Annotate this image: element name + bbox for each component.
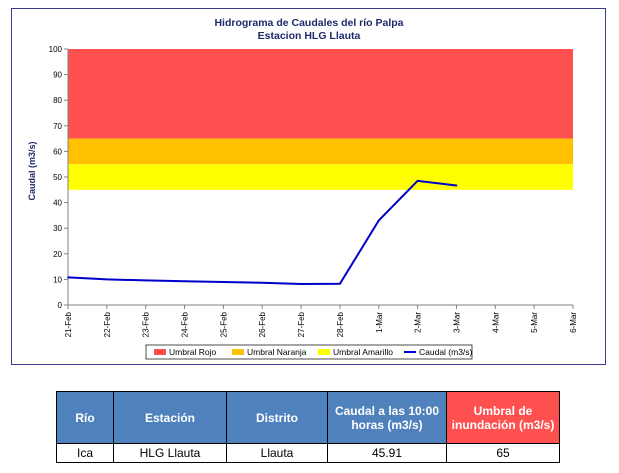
cell-distrito: Llauta	[226, 443, 328, 463]
chart-frame: Hidrograma de Caudales del río Palpa Est…	[11, 8, 606, 365]
data-point	[416, 179, 419, 182]
header-umbral: Umbral de inundación (m3/s)	[446, 391, 560, 444]
x-tick-label: 5-Mar	[530, 312, 539, 333]
data-point	[144, 279, 147, 282]
cell-estacion: HLG Llauta	[113, 443, 227, 463]
y-tick-label: 80	[53, 96, 62, 105]
data-point	[300, 283, 302, 285]
x-tick-label: 2-Mar	[414, 312, 423, 333]
cell-caudal: 45.91	[327, 443, 447, 463]
series-layer	[67, 179, 458, 286]
cell-rio: Ica	[56, 443, 114, 463]
band-1	[68, 138, 573, 165]
y-tick-label: 0	[58, 301, 63, 310]
legend-label-2: Umbral Amarillo	[333, 347, 393, 357]
station-table: Río Estación Distrito Caudal a las 10:00…	[56, 391, 560, 463]
data-point	[339, 282, 341, 285]
legend-swatch-0	[154, 349, 166, 355]
series-line-0	[67, 179, 457, 286]
legend-swatch-1	[232, 349, 244, 355]
data-point	[67, 276, 69, 279]
x-tick-label: 27-Feb	[297, 311, 306, 337]
axes: 0 10 20 30 40 50 60 70 80 90 100 21-Feb 22-Feb 23-Feb…	[49, 45, 578, 337]
cell-umbral: 65	[446, 443, 560, 463]
y-tick-label: 40	[53, 199, 62, 208]
x-tick-label: 6-Mar	[569, 312, 578, 333]
table-row: Ica HLG Llauta Llauta 45.91 65	[56, 443, 560, 463]
hydrograph-chart: Hidrograma de Caudales del río Palpa Est…	[27, 17, 578, 360]
header-rio: Río	[56, 391, 114, 444]
data-point	[377, 219, 380, 222]
header-caudal: Caudal a las 10:00 horas (m3/s)	[327, 391, 447, 444]
legend-label-0: Umbral Rojo	[169, 347, 217, 357]
header-estacion: Estación	[113, 391, 227, 444]
legend-label-1: Umbral Naranja	[247, 347, 307, 357]
data-point	[455, 184, 458, 187]
y-tick-label: 100	[49, 45, 63, 54]
legend-box	[145, 344, 473, 360]
chart-title: Hidrograma de Caudales del río Palpa	[214, 17, 403, 29]
data-point	[261, 281, 264, 284]
x-tick-label: 3-Mar	[452, 312, 461, 333]
y-tick-label: 60	[53, 147, 62, 156]
y-tick-label: 30	[53, 224, 62, 233]
x-tick-label: 4-Mar	[491, 312, 500, 333]
data-point	[222, 281, 225, 283]
x-tick-label: 23-Feb	[142, 311, 151, 337]
data-point	[105, 278, 108, 281]
legend: Umbral Rojo Umbral Naranja Umbral Amarillo…	[145, 344, 473, 360]
data-point	[183, 280, 186, 283]
x-tick-label: 24-Feb	[181, 311, 190, 337]
legend-label-3: Caudal (m3/s)	[419, 347, 473, 357]
x-tick-label: 21-Feb	[64, 311, 73, 337]
y-tick-label: 20	[53, 250, 62, 259]
y-axis-label: Caudal (m3/s)	[27, 141, 37, 200]
x-tick-label: 26-Feb	[258, 311, 267, 337]
y-tick-label: 90	[53, 71, 62, 80]
band-0	[68, 49, 573, 139]
y-tick-label: 70	[53, 122, 62, 131]
threshold-bands	[68, 49, 573, 190]
x-tick-label: 22-Feb	[103, 311, 112, 337]
band-2	[68, 164, 573, 190]
x-tick-label: 25-Feb	[219, 311, 228, 337]
y-tick-label: 10	[53, 275, 62, 284]
y-tick-label: 50	[53, 173, 62, 182]
chart-subtitle: Estacion HLG Llauta	[258, 30, 361, 42]
x-tick-label: 1-Mar	[375, 312, 384, 333]
table-header-row: Río Estación Distrito Caudal a las 10:00…	[56, 391, 560, 444]
header-distrito: Distrito	[226, 391, 328, 444]
legend-swatch-2	[318, 349, 330, 355]
x-tick-label: 28-Feb	[336, 311, 345, 337]
